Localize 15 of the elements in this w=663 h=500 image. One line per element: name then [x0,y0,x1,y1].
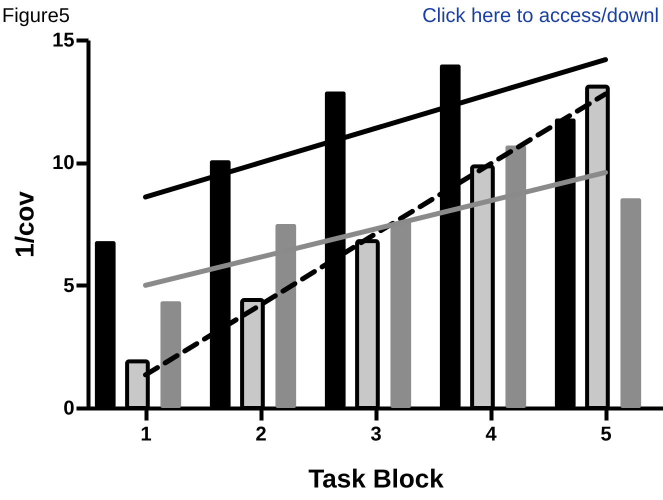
caption: Figure5 [2,5,70,27]
x-axis-title: Task Block [308,464,444,494]
y-tick-label: 5 [63,274,74,297]
x-tick-label: 3 [370,424,382,446]
x-tick-label: 5 [600,424,612,446]
y-tick-label: 10 [52,152,74,174]
y-axis-title: 1/cov [9,190,40,258]
y-tick-label: 15 [52,30,74,52]
x-tick-label: 4 [485,424,498,446]
text: Click here to access/downl [422,5,659,27]
bar [160,301,182,408]
y-tick-label: 0 [63,398,74,420]
x-tick-label: 1 [140,424,152,446]
bar [620,198,642,408]
x-tick-label: 2 [255,424,267,446]
